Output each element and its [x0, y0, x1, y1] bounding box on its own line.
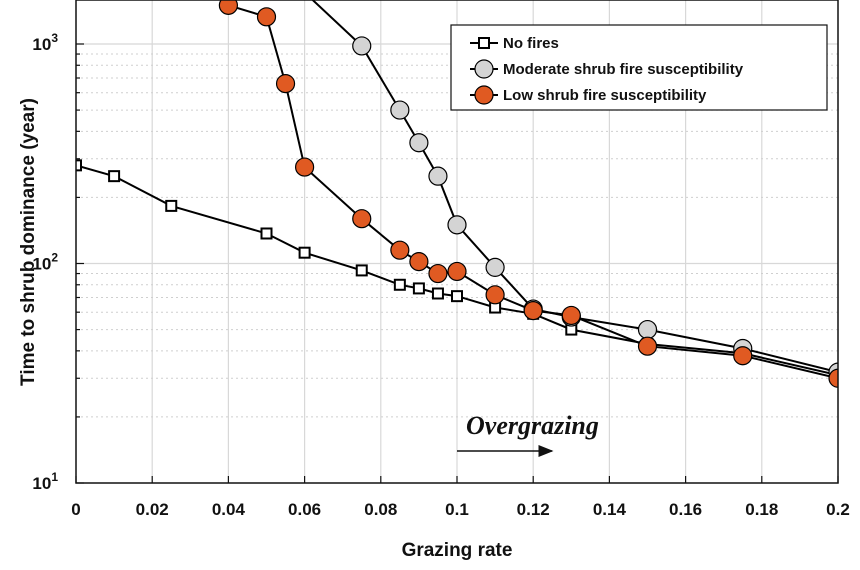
legend-marker: [474, 59, 494, 79]
data-point: [352, 209, 372, 229]
data-point: [108, 170, 121, 183]
data-point: [390, 240, 410, 260]
data-point: [428, 263, 448, 284]
x-tick-label: 0.06: [288, 500, 321, 519]
legend-item: No fires: [470, 35, 559, 52]
data-point: [409, 133, 429, 153]
data-point: [485, 285, 505, 305]
y-axis-ticks: 101 102 103: [32, 31, 84, 493]
overgrazing-annotation: Overgrazing: [457, 411, 599, 457]
series-layer: [76, 0, 838, 388]
legend-marker: [474, 85, 494, 105]
data-point: [637, 336, 658, 356]
legend-label: No fires: [503, 35, 559, 52]
overgrazing-label: Overgrazing: [466, 411, 599, 440]
x-tick-label: 0.14: [593, 500, 627, 519]
series-line: [311, 0, 838, 374]
data-point: [485, 257, 505, 277]
x-axis-title: Grazing rate: [402, 540, 513, 561]
data-point: [352, 36, 372, 56]
x-tick-label: 0.2: [826, 500, 850, 519]
x-tick-label: 0.04: [212, 500, 246, 519]
data-point: [431, 287, 444, 300]
data-point: [295, 157, 315, 177]
x-tick-label: 0.1: [445, 500, 469, 519]
series-line: [76, 164, 838, 377]
series-2: [218, 0, 838, 388]
y-tick-label: 102: [32, 251, 58, 274]
data-point: [412, 282, 425, 295]
x-axis-ticks: 0 0.02 0.04 0.06 0.08 0.1 0.12 0.14 0.16 0.18 0.2: [71, 476, 850, 519]
data-point: [733, 346, 753, 366]
x-tick-label: 0.02: [136, 500, 169, 519]
data-point: [447, 261, 467, 282]
x-tick-label: 0.08: [364, 500, 397, 519]
x-tick-label: 0: [71, 500, 80, 519]
legend-label: Low shrub fire susceptibility: [503, 87, 707, 104]
data-point: [828, 368, 838, 388]
x-tick-label: 0.16: [669, 500, 702, 519]
x-tick-label: 0.12: [517, 500, 550, 519]
legend-box: [450, 24, 828, 111]
data-point: [409, 252, 429, 272]
data-point: [218, 0, 238, 15]
data-point: [390, 100, 410, 120]
data-point: [298, 246, 311, 259]
data-point: [393, 278, 406, 291]
data-point: [256, 7, 277, 27]
data-point: [447, 215, 467, 235]
data-point: [355, 264, 368, 277]
legend: No fires Moderate shrub fire susceptibili…: [450, 24, 828, 111]
x-tick-label: 0.18: [745, 500, 778, 519]
legend-label: Moderate shrub fire susceptibility: [503, 61, 744, 78]
legend-item: Moderate shrub fire susceptibility: [470, 59, 744, 79]
data-point: [637, 319, 658, 340]
data-point: [523, 301, 543, 321]
data-point: [275, 74, 296, 94]
data-point: [260, 227, 273, 240]
y-tick-label: 103: [32, 31, 58, 54]
series-0: [76, 159, 838, 382]
data-point: [165, 199, 178, 212]
y-axis-title: Time to shrub dominance (year): [18, 98, 39, 386]
y-tick-label: 101: [32, 470, 58, 493]
legend-marker: [478, 37, 490, 49]
data-point: [76, 159, 82, 172]
legend-item: Low shrub fire susceptibility: [470, 85, 707, 105]
data-point: [561, 305, 581, 326]
data-point: [451, 290, 463, 303]
data-point: [428, 166, 448, 186]
